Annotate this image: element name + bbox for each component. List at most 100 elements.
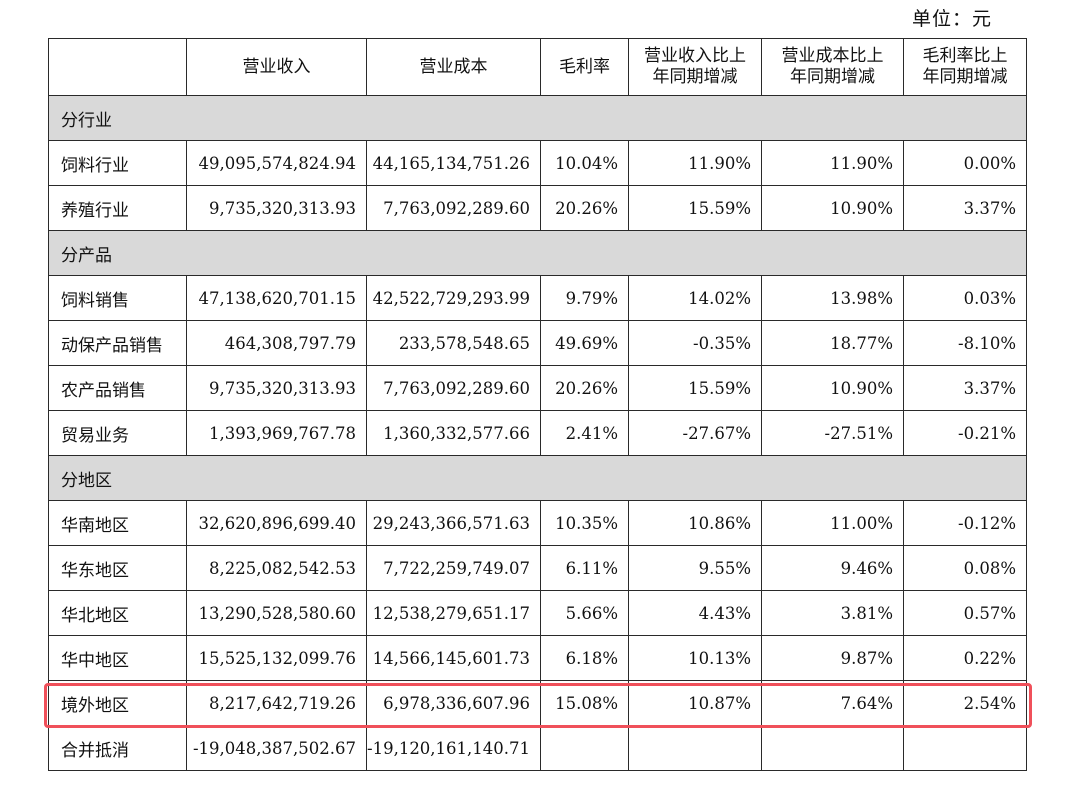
table-cell: 9,735,320,313.93 <box>186 365 367 411</box>
table-cell: -19,120,161,140.71 <box>365 725 542 771</box>
table-cell: 15.59% <box>628 365 763 411</box>
table-row: 动保产品销售 464,308,797.79 233,578,548.65 49.69%… <box>48 320 1028 366</box>
financial-table: 营业收入 营业成本 毛利率 营业收入比上 年同期增减 营业成本比上 年同期增减 毛利率比上 年同… <box>47 38 1028 771</box>
table-cell: 464,308,797.79 <box>186 320 367 366</box>
table-cell: 10.90% <box>761 365 905 411</box>
column-header: 营业收入比上 年同期增减 <box>628 38 763 96</box>
table-cell: 5.66% <box>540 590 630 636</box>
table-cell: -27.67% <box>628 410 763 456</box>
column-header: 毛利率 <box>540 38 630 96</box>
table-cell: 3.81% <box>761 590 905 636</box>
table-cell: 0.57% <box>903 590 1028 636</box>
table-cell: -27.51% <box>761 410 905 456</box>
table-cell: 10.35% <box>540 500 630 546</box>
table-cell: -0.35% <box>628 320 763 366</box>
row-label: 饲料销售 <box>48 275 187 321</box>
section-title: 分地区 <box>47 455 1028 501</box>
row-label: 动保产品销售 <box>48 320 187 366</box>
table-cell: 6,978,336,607.96 <box>365 680 542 726</box>
table-cell: 13.98% <box>761 275 905 321</box>
section-title: 分行业 <box>47 95 1028 141</box>
column-header-line: 毛利率 <box>559 56 611 77</box>
column-header: 营业成本比上 年同期增减 <box>761 38 905 96</box>
row-label: 华中地区 <box>48 635 187 681</box>
row-label: 华南地区 <box>48 500 187 546</box>
column-header: 毛利率比上 年同期增减 <box>903 38 1028 96</box>
table-cell: 9.87% <box>761 635 905 681</box>
table-cell: 0.08% <box>903 545 1028 591</box>
table-cell: 18.77% <box>761 320 905 366</box>
table-row: 华南地区 32,620,896,699.40 29,243,366,571.63 10… <box>48 500 1028 546</box>
table-cell: 6.18% <box>540 635 630 681</box>
table-cell: 7.64% <box>761 680 905 726</box>
row-label: 华东地区 <box>48 545 187 591</box>
column-header-line: 营业收入 <box>242 56 311 77</box>
table-cell: 2.41% <box>540 410 630 456</box>
table-cell: 10.04% <box>540 140 630 186</box>
table-cell <box>628 725 763 771</box>
table-row: 饲料行业 49,095,574,824.94 44,165,134,751.26 10… <box>48 140 1028 186</box>
row-label: 养殖行业 <box>48 185 187 231</box>
table-cell: 6.11% <box>540 545 630 591</box>
table-cell: 10.86% <box>628 500 763 546</box>
table-cell: 47,138,620,701.15 <box>186 275 367 321</box>
column-header-line: 毛利率比上 <box>922 46 1008 66</box>
table-cell: 10.87% <box>628 680 763 726</box>
table-cell <box>761 725 905 771</box>
table-cell: 29,243,366,571.63 <box>365 500 542 546</box>
table-cell: -19,048,387,502.67 <box>186 725 367 771</box>
column-header-line: 年同期增减 <box>922 67 1008 87</box>
row-label: 饲料行业 <box>48 140 187 186</box>
row-label: 农产品销售 <box>48 365 187 411</box>
table-cell: 49,095,574,824.94 <box>186 140 367 186</box>
header-row: 营业收入 营业成本 毛利率 营业收入比上 年同期增减 营业成本比上 年同期增减 毛利率比上 年同… <box>48 38 1028 96</box>
table-row-highlighted: 境外地区 8,217,642,719.26 6,978,336,607.96 15.0… <box>48 680 1028 726</box>
table-row: 农产品销售 9,735,320,313.93 7,763,092,289.60 20.… <box>48 365 1028 411</box>
table-cell <box>540 725 630 771</box>
table-row: 养殖行业 9,735,320,313.93 7,763,092,289.60 20.2… <box>48 185 1028 231</box>
table-cell: 15.08% <box>540 680 630 726</box>
table-row: 华中地区 15,525,132,099.76 14,566,145,601.73 6.… <box>48 635 1028 681</box>
column-header-line: 营业收入比上 <box>644 46 747 66</box>
table-cell: 11.90% <box>628 140 763 186</box>
table-cell: 10.13% <box>628 635 763 681</box>
table-cell: 11.90% <box>761 140 905 186</box>
table-cell: 12,538,279,651.17 <box>365 590 542 636</box>
table-cell: 44,165,134,751.26 <box>365 140 542 186</box>
table-cell: 14,566,145,601.73 <box>365 635 542 681</box>
table-cell: 11.00% <box>761 500 905 546</box>
table-cell: 15.59% <box>628 185 763 231</box>
table-cell: 10.90% <box>761 185 905 231</box>
row-label: 华北地区 <box>48 590 187 636</box>
table-cell: 7,763,092,289.60 <box>365 185 542 231</box>
table-cell: 3.37% <box>903 185 1028 231</box>
column-header-line: 营业成本比上 <box>781 46 884 66</box>
table-cell: 9,735,320,313.93 <box>186 185 367 231</box>
table-cell: -8.10% <box>903 320 1028 366</box>
table-cell: 0.00% <box>903 140 1028 186</box>
header-blank <box>48 38 187 96</box>
table-cell: -0.21% <box>903 410 1028 456</box>
table-cell: 233,578,548.65 <box>365 320 542 366</box>
table-cell: 49.69% <box>540 320 630 366</box>
table-cell: 15,525,132,099.76 <box>186 635 367 681</box>
column-header-line: 年同期增减 <box>790 67 876 87</box>
column-header: 营业收入 <box>186 38 367 96</box>
table-row: 华东地区 8,225,082,542.53 7,722,259,749.07 6.11… <box>48 545 1028 591</box>
table-cell: 20.26% <box>540 365 630 411</box>
table-cell: 32,620,896,699.40 <box>186 500 367 546</box>
column-header: 营业成本 <box>365 38 542 96</box>
table-cell: 3.37% <box>903 365 1028 411</box>
table-cell: 8,225,082,542.53 <box>186 545 367 591</box>
table-cell: 1,360,332,577.66 <box>365 410 542 456</box>
table-cell: 0.03% <box>903 275 1028 321</box>
table-cell: 9.55% <box>628 545 763 591</box>
table-cell: 14.02% <box>628 275 763 321</box>
column-header-line: 年同期增减 <box>652 67 738 87</box>
table-cell: 8,217,642,719.26 <box>186 680 367 726</box>
section-row: 分产品 <box>47 230 1028 276</box>
table-row: 饲料销售 47,138,620,701.15 42,522,729,293.99 9.… <box>48 275 1028 321</box>
column-header-line: 营业成本 <box>419 56 488 77</box>
table-cell: 2.54% <box>903 680 1028 726</box>
table-row: 合并抵消 -19,048,387,502.67 -19,120,161,140.71 <box>48 725 1028 771</box>
